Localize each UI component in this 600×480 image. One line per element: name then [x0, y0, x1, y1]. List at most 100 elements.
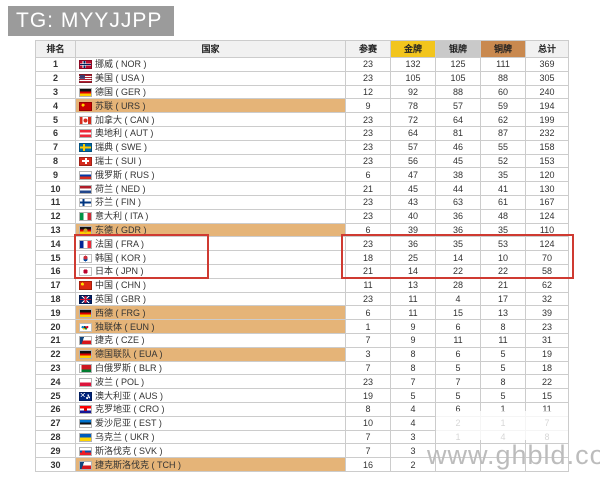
total-cell: 158 — [525, 139, 569, 155]
country-name: 波兰 ( POL ) — [95, 376, 145, 387]
total-cell: 15 — [525, 388, 569, 403]
rank-cell: 30 — [35, 457, 76, 472]
country-name: 独联体 ( EUN ) — [95, 321, 155, 332]
total-cell: 167 — [525, 194, 569, 210]
country-name: 挪威 ( NOR ) — [95, 59, 147, 70]
country-name: 瑞典 ( SWE ) — [95, 142, 147, 153]
country-name: 克罗地亚 ( CRO ) — [95, 404, 165, 415]
table-row: 7 瑞典 ( SWE ) 23 57 46 55 158 — [35, 139, 569, 155]
gold-cell: 11 — [390, 305, 436, 321]
bronze-cell: 8 — [480, 374, 526, 390]
table-row: 4 苏联 ( URS ) 9 78 57 59 194 — [35, 98, 569, 114]
participations-cell: 3 — [345, 346, 391, 362]
table-row: 15 韩国 ( KOR ) 18 25 14 10 70 — [35, 250, 569, 265]
silver-cell: 105 — [435, 70, 481, 86]
title-badge: TG: MYYJJPP — [8, 6, 175, 36]
rank-cell: 1 — [35, 57, 76, 72]
country-name: 日本 ( JPN ) — [95, 266, 144, 277]
participations-cell: 6 — [345, 167, 391, 183]
ukr-flag-icon — [79, 432, 92, 442]
country-name: 白俄罗斯 ( BLR ) — [95, 362, 163, 373]
silver-cell: 6 — [435, 319, 481, 334]
silver-cell: 28 — [435, 277, 481, 293]
participations-cell: 21 — [345, 181, 391, 196]
silver-cell: 64 — [435, 112, 481, 127]
gold-cell: 13 — [390, 277, 436, 293]
eun-flag-icon — [79, 322, 92, 332]
country-cell: 美国 ( USA ) — [75, 70, 346, 86]
rank-cell: 6 — [35, 125, 76, 141]
table-row: 26 克罗地亚 ( CRO ) 8 4 6 1 11 — [35, 401, 569, 417]
rank-cell: 28 — [35, 429, 76, 445]
country-name: 中国 ( CHN ) — [95, 280, 146, 291]
table-row: 30 捷克斯洛伐克 ( TCH ) 16 2 — [35, 457, 569, 472]
header-row: 排名 国家 参赛 金牌 银牌 铜牌 总计 — [35, 40, 569, 58]
gold-cell: 72 — [390, 112, 436, 127]
rank-cell: 18 — [35, 291, 76, 307]
ned-flag-icon — [79, 184, 92, 194]
gold-cell: 132 — [390, 57, 436, 72]
country-cell: 澳大利亚 ( AUS ) — [75, 388, 346, 403]
gold-cell: 40 — [390, 208, 436, 224]
participations-cell: 23 — [345, 57, 391, 72]
participations-cell: 23 — [345, 194, 391, 210]
silver-cell: 81 — [435, 125, 481, 141]
eua-flag-icon — [79, 350, 92, 360]
country-name: 英国 ( GBR ) — [95, 293, 146, 304]
country-name: 斯洛伐克 ( SVK ) — [95, 445, 163, 456]
country-name: 荷兰 ( NED ) — [95, 183, 146, 194]
table-row: 23 白俄罗斯 ( BLR ) 7 8 5 5 18 — [35, 360, 569, 376]
silver-cell: 7 — [435, 374, 481, 390]
rank-cell: 21 — [35, 332, 76, 348]
bronze-cell: 59 — [480, 98, 526, 114]
gold-cell: 7 — [390, 374, 436, 390]
rank-cell: 25 — [35, 388, 76, 403]
table-row: 10 荷兰 ( NED ) 21 45 44 41 130 — [35, 181, 569, 196]
country-name: 捷克斯洛伐克 ( TCH ) — [95, 459, 181, 470]
silver-cell: 88 — [435, 84, 481, 100]
gold-cell: 9 — [390, 332, 436, 348]
gold-cell: 4 — [390, 415, 436, 431]
silver-cell: 38 — [435, 167, 481, 183]
gold-cell: 5 — [390, 388, 436, 403]
country-cell: 克罗地亚 ( CRO ) — [75, 401, 346, 417]
jpn-flag-icon — [79, 267, 92, 277]
rank-cell: 24 — [35, 374, 76, 390]
bronze-cell: 5 — [480, 360, 526, 376]
bronze-cell: 62 — [480, 112, 526, 127]
pol-flag-icon — [79, 377, 92, 387]
frg-flag-icon — [79, 308, 92, 318]
bronze-cell: 8 — [480, 319, 526, 334]
medal-table: 排名 国家 参赛 金牌 银牌 铜牌 总计 1 挪威 ( NOR ) 23 132 125 111 369… — [35, 40, 569, 472]
country-cell: 奥地利 ( AUT ) — [75, 125, 346, 141]
country-cell: 苏联 ( URS ) — [75, 98, 346, 114]
country-name: 加拿大 ( CAN ) — [95, 114, 155, 125]
ger-flag-icon — [79, 87, 92, 97]
blr-flag-icon — [79, 363, 92, 373]
gold-cell: 64 — [390, 125, 436, 141]
country-name: 捷克 ( CZE ) — [95, 335, 145, 346]
participations-cell: 7 — [345, 443, 391, 459]
participations-cell: 8 — [345, 401, 391, 417]
bronze-cell: 5 — [480, 346, 526, 362]
total-cell: 232 — [525, 125, 569, 141]
total-cell: 199 — [525, 112, 569, 127]
rank-cell: 14 — [35, 236, 76, 252]
participations-cell: 19 — [345, 388, 391, 403]
bronze-cell: 55 — [480, 139, 526, 155]
country-cell: 独联体 ( EUN ) — [75, 319, 346, 334]
table-row: 9 俄罗斯 ( RUS ) 6 47 38 35 120 — [35, 167, 569, 183]
table-row: 6 奥地利 ( AUT ) 23 64 81 87 232 — [35, 125, 569, 141]
urs-flag-icon — [79, 101, 92, 111]
silver-cell: 11 — [435, 332, 481, 348]
bronze-cell: 13 — [480, 305, 526, 321]
participations-cell: 7 — [345, 429, 391, 445]
gold-cell: 92 — [390, 84, 436, 100]
ita-flag-icon — [79, 212, 92, 222]
participations-cell: 1 — [345, 319, 391, 334]
column-header-total: 总计 — [525, 40, 569, 58]
silver-cell: 5 — [435, 388, 481, 403]
rank-cell: 7 — [35, 139, 76, 155]
participations-cell: 23 — [345, 70, 391, 86]
total-cell: 240 — [525, 84, 569, 100]
